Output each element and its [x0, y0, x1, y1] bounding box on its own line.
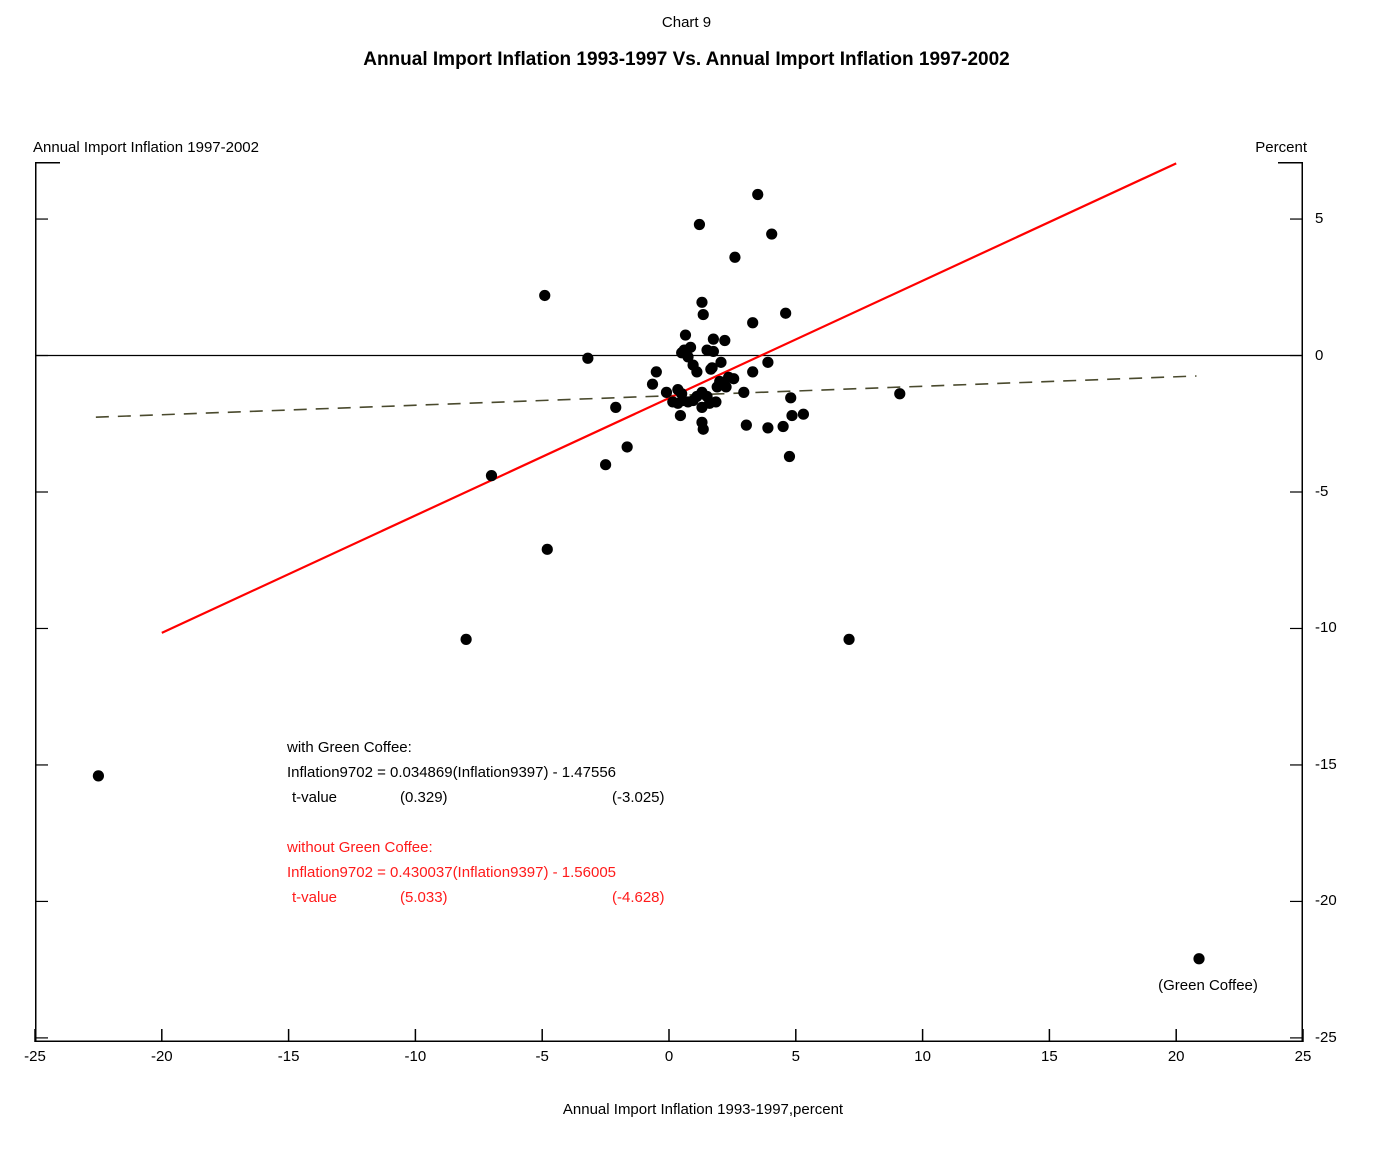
y-tick-label: 5: [1315, 210, 1324, 228]
data-point: [92, 770, 104, 782]
data-point: [762, 356, 774, 368]
data-point: [762, 422, 774, 434]
data-point: [710, 396, 722, 408]
x-tick-label: 0: [664, 1048, 674, 1065]
data-point: [707, 333, 719, 345]
x-tick-label: 15: [1041, 1048, 1058, 1065]
data-point: [693, 218, 706, 231]
data-point: [660, 386, 673, 398]
data-point: [785, 392, 797, 404]
data-point: [541, 543, 553, 555]
data-point: [676, 347, 688, 359]
x-tick-label: 10: [914, 1048, 931, 1065]
scatter-plot-canvas: [34, 162, 1304, 1042]
fit-with-green-coffee: [95, 375, 1197, 419]
x-tick-label: -15: [277, 1048, 300, 1065]
data-point: [485, 470, 498, 482]
data-point: [621, 441, 633, 453]
x-axis-title: Annual Import Inflation 1993-1997,percen…: [562, 1101, 844, 1118]
data-point: [711, 381, 723, 393]
data-point: [719, 334, 731, 347]
data-point: [729, 251, 741, 263]
data-point: [747, 317, 759, 329]
data-point: [705, 363, 717, 375]
data-point: [738, 386, 750, 398]
x-tick-label: -25: [24, 1048, 46, 1065]
y-tick-label: -5: [1315, 483, 1329, 500]
y-tick-label: 0: [1315, 346, 1324, 364]
data-point: [780, 307, 792, 319]
t-value-slope: (0.329): [400, 789, 448, 806]
data-point: [777, 420, 789, 433]
x-tick-label: 20: [1167, 1048, 1185, 1065]
data-point: [697, 423, 709, 435]
y-tick-label: -25: [1315, 1028, 1337, 1046]
x-tick-label: 5: [791, 1048, 800, 1065]
data-point: [679, 329, 692, 341]
data-point: [582, 352, 594, 364]
chart-number: Chart 9: [661, 14, 712, 31]
annotation-equation: Inflation9702 = 0.430037(Inflation9397) …: [287, 864, 617, 881]
data-point: [697, 308, 709, 321]
data-point: [650, 366, 662, 378]
data-point: [747, 366, 759, 378]
x-tick-label: 25: [1294, 1048, 1312, 1065]
data-point: [707, 345, 719, 358]
green-coffee-data-point: [1193, 953, 1205, 965]
data-point: [786, 409, 798, 422]
data-point: [676, 388, 688, 400]
page-title: Annual Import Inflation 1993-1997 Vs. An…: [363, 49, 1010, 70]
y-tick-label: -10: [1315, 619, 1337, 637]
data-point: [797, 408, 810, 420]
x-tick-label: -10: [404, 1048, 427, 1065]
t-value-label: t-value: [292, 889, 338, 906]
data-point: [539, 289, 551, 302]
data-point: [720, 381, 732, 393]
data-point: [691, 366, 703, 378]
annotation-heading: with Green Coffee:: [287, 739, 412, 756]
annotation-heading: without Green Coffee:: [287, 839, 433, 856]
y-axis-title: Annual Import Inflation 1997-2002: [33, 139, 259, 156]
data-point: [783, 450, 796, 463]
data-point: [894, 388, 906, 400]
x-tick-label: -5: [535, 1048, 549, 1065]
data-point: [843, 633, 855, 645]
data-point: [674, 409, 687, 422]
y-axis-unit-label: Percent: [1255, 139, 1307, 156]
x-tick-label: -20: [150, 1048, 173, 1065]
data-point: [752, 188, 764, 201]
annotation-without-green-coffee: without Green Coffee: Inflation9702 = 0.…: [287, 835, 665, 910]
t-value-label: t-value: [292, 789, 338, 806]
annotation-equation: Inflation9702 = 0.034869(Inflation9397) …: [287, 764, 617, 781]
data-point: [740, 419, 752, 431]
data-point: [715, 356, 727, 368]
t-value-slope: (5.033): [400, 889, 448, 906]
data-point: [684, 341, 697, 353]
annotation-tvalues: t-value (0.329) (-3.025): [287, 785, 665, 810]
data-point: [722, 371, 735, 383]
data-point: [766, 228, 778, 240]
regression-annotation: with Green Coffee: Inflation9702 = 0.034…: [287, 735, 665, 910]
data-point: [696, 296, 708, 308]
data-point: [610, 401, 622, 413]
annotation-tvalues: t-value (5.033) (-4.628): [287, 885, 665, 910]
t-value-intercept: (-4.628): [612, 889, 665, 906]
y-tick-label: -20: [1315, 892, 1337, 910]
plot-area: [34, 162, 1304, 1042]
data-point: [646, 378, 659, 390]
green-coffee-point-label: (Green Coffee): [1158, 977, 1258, 994]
data-point: [600, 459, 612, 471]
t-value-intercept: (-3.025): [612, 789, 665, 806]
y-tick-label: -15: [1315, 755, 1337, 773]
annotation-with-green-coffee: with Green Coffee: Inflation9702 = 0.034…: [287, 735, 665, 810]
data-point: [460, 633, 472, 645]
